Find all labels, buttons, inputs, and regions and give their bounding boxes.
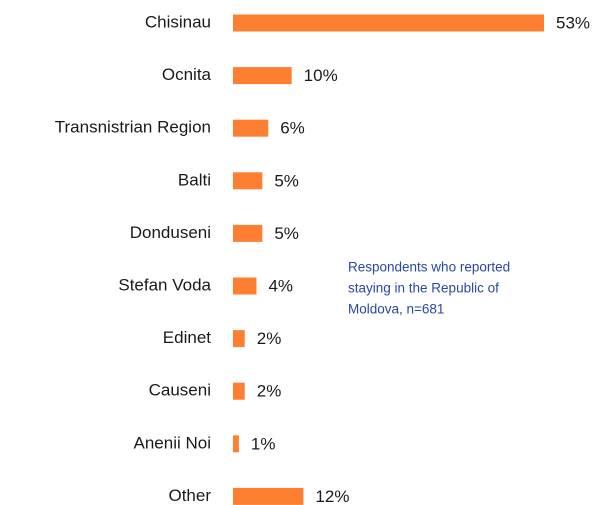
- bar: [233, 67, 292, 85]
- category-label: Other: [168, 486, 211, 505]
- bar: [233, 172, 263, 190]
- category-label: Anenii Noi: [134, 433, 212, 452]
- category-label: Edinet: [163, 328, 211, 347]
- category-label: Balti: [178, 170, 211, 189]
- value-label: 1%: [251, 434, 276, 453]
- value-label: 10%: [304, 66, 338, 85]
- value-label: 2%: [257, 329, 282, 348]
- category-label: Donduseni: [130, 223, 211, 242]
- category-label: Transnistrian Region: [55, 118, 211, 137]
- category-label: Chisinau: [145, 12, 211, 31]
- bar: [233, 14, 544, 32]
- bar: [233, 277, 257, 295]
- value-label: 5%: [274, 224, 299, 243]
- bar: [233, 330, 245, 348]
- bar: [233, 435, 239, 453]
- value-label: 5%: [274, 171, 299, 190]
- value-label: 53%: [556, 13, 590, 32]
- bar: [233, 382, 245, 400]
- bar: [233, 487, 304, 505]
- category-label: Causeni: [149, 381, 211, 400]
- category-label: Stefan Voda: [118, 275, 211, 294]
- annotation: Moldova, n=681: [348, 302, 444, 317]
- bar: [233, 119, 269, 137]
- value-label: 4%: [268, 276, 293, 295]
- annotation: staying in the Republic of: [348, 281, 499, 296]
- value-label: 2%: [257, 382, 282, 401]
- annotation: Respondents who reported: [348, 260, 510, 275]
- category-label: Ocnita: [162, 65, 212, 84]
- value-label: 6%: [280, 119, 305, 138]
- value-label: 12%: [315, 487, 349, 505]
- bar: [233, 224, 263, 242]
